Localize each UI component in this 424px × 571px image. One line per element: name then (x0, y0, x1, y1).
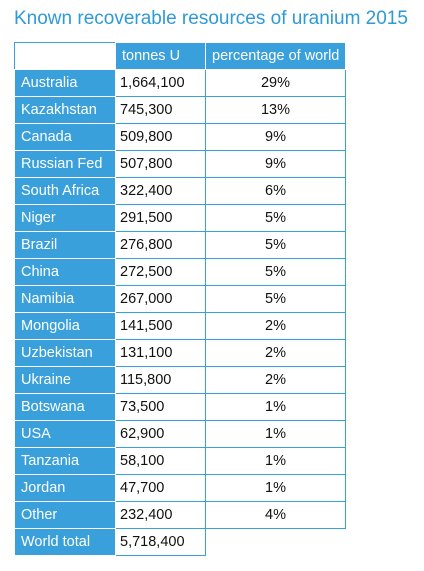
tonnes-cell: 131,100 (115, 339, 206, 367)
tonnes-cell: 276,800 (115, 231, 206, 259)
percent-cell: 29% (205, 69, 346, 97)
tonnes-cell: 58,100 (115, 447, 206, 475)
country-cell: Tanzania (14, 447, 116, 475)
total-row: World total 5,718,400 (14, 528, 346, 556)
tonnes-cell: 62,900 (115, 420, 206, 448)
tonnes-cell: 507,800 (115, 150, 206, 178)
tonnes-cell: 267,000 (115, 285, 206, 313)
table-row: Mongolia 141,500 2% (14, 312, 346, 340)
country-cell: Mongolia (14, 312, 116, 340)
country-cell: Canada (14, 123, 116, 151)
percent-cell: 1% (205, 420, 346, 448)
tonnes-cell: 272,500 (115, 258, 206, 286)
table-row: Uzbekistan 131,100 2% (14, 339, 346, 367)
uranium-table: tonnes U percentage of world Australia 1,… (14, 42, 346, 556)
total-label-cell: World total (14, 528, 116, 556)
total-tonnes-cell: 5,718,400 (115, 528, 206, 556)
country-cell: Namibia (14, 285, 116, 313)
percent-cell: 9% (205, 150, 346, 178)
percent-cell: 5% (205, 285, 346, 313)
country-cell: USA (14, 420, 116, 448)
tonnes-cell: 115,800 (115, 366, 206, 394)
tonnes-cell: 141,500 (115, 312, 206, 340)
tonnes-cell: 232,400 (115, 501, 206, 529)
country-cell: Jordan (14, 474, 116, 502)
table-row: Tanzania 58,100 1% (14, 447, 346, 475)
table-row: Other 232,400 4% (14, 501, 346, 529)
tonnes-cell: 509,800 (115, 123, 206, 151)
percent-cell: 4% (205, 501, 346, 529)
table-row: South Africa 322,400 6% (14, 177, 346, 205)
tonnes-cell: 291,500 (115, 204, 206, 232)
table-row: Jordan 47,700 1% (14, 474, 346, 502)
tonnes-cell: 1,664,100 (115, 69, 206, 97)
table-row: Kazakhstan 745,300 13% (14, 96, 346, 124)
tonnes-cell: 322,400 (115, 177, 206, 205)
country-cell: Niger (14, 204, 116, 232)
country-cell: South Africa (14, 177, 116, 205)
percent-cell: 6% (205, 177, 346, 205)
chart-title: Known recoverable resources of uranium 2… (14, 8, 408, 29)
table-body: Australia 1,664,100 29% Kazakhstan 745,300 13… (14, 69, 346, 556)
table-row: Canada 509,800 9% (14, 123, 346, 151)
country-cell: Botswana (14, 393, 116, 421)
percent-cell: 2% (205, 339, 346, 367)
table-row: Ukraine 115,800 2% (14, 366, 346, 394)
percent-cell: 1% (205, 474, 346, 502)
country-cell: Uzbekistan (14, 339, 116, 367)
percent-cell: 2% (205, 312, 346, 340)
table-row: Botswana 73,500 1% (14, 393, 346, 421)
country-cell: Australia (14, 69, 116, 97)
table-row: USA 62,900 1% (14, 420, 346, 448)
percent-cell: 1% (205, 447, 346, 475)
header-blank-cell (14, 42, 116, 70)
tonnes-cell: 47,700 (115, 474, 206, 502)
percent-cell: 13% (205, 96, 346, 124)
tonnes-cell: 73,500 (115, 393, 206, 421)
country-cell: Russian Fed (14, 150, 116, 178)
table-row: Brazil 276,800 5% (14, 231, 346, 259)
header-tonnes: tonnes U (115, 42, 206, 70)
total-empty-cell (205, 528, 346, 556)
table-row: Namibia 267,000 5% (14, 285, 346, 313)
percent-cell: 5% (205, 204, 346, 232)
country-cell: Brazil (14, 231, 116, 259)
percent-cell: 1% (205, 393, 346, 421)
tonnes-cell: 745,300 (115, 96, 206, 124)
table-row: Russian Fed 507,800 9% (14, 150, 346, 178)
percent-cell: 9% (205, 123, 346, 151)
percent-cell: 5% (205, 231, 346, 259)
percent-cell: 2% (205, 366, 346, 394)
header-row: tonnes U percentage of world (14, 42, 346, 70)
table-row: Australia 1,664,100 29% (14, 69, 346, 97)
country-cell: Other (14, 501, 116, 529)
table-row: China 272,500 5% (14, 258, 346, 286)
country-cell: China (14, 258, 116, 286)
country-cell: Ukraine (14, 366, 116, 394)
country-cell: Kazakhstan (14, 96, 116, 124)
table-row: Niger 291,500 5% (14, 204, 346, 232)
percent-cell: 5% (205, 258, 346, 286)
header-percentage: percentage of world (205, 42, 346, 70)
